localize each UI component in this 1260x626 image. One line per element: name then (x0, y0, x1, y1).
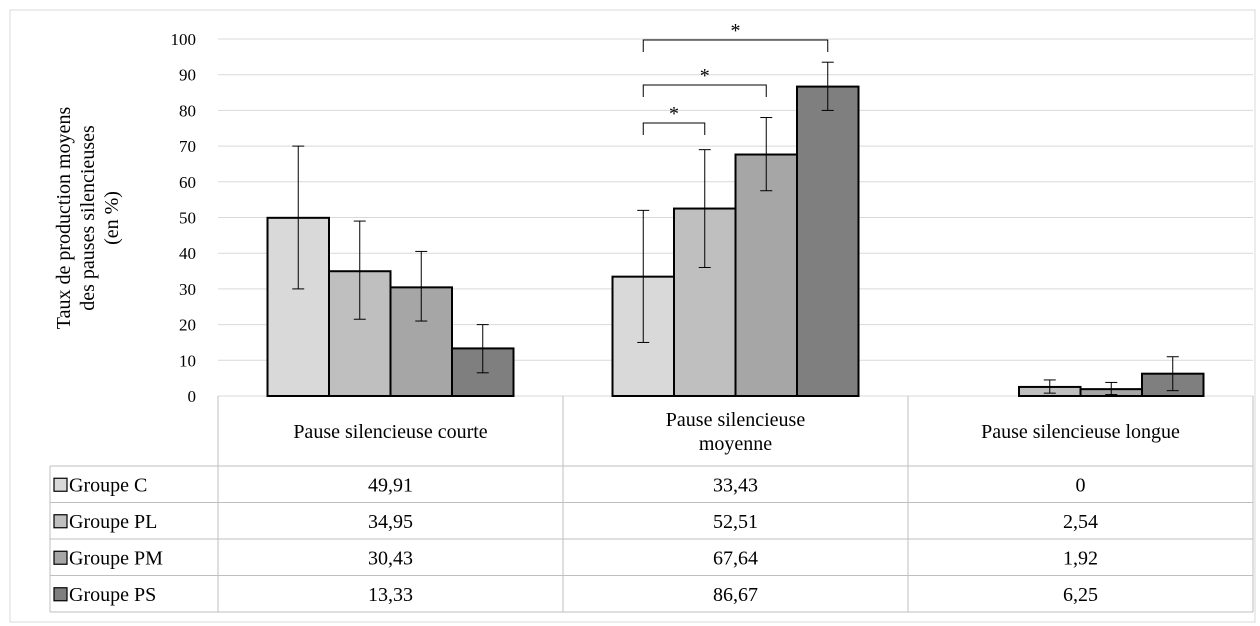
significance-bracket (642, 84, 767, 97)
data-label: 2,54 (1063, 511, 1098, 533)
data-label: 49,91 (368, 474, 413, 496)
error-bars (292, 61, 1179, 396)
y-tick-label: 40 (179, 244, 196, 263)
legend-label: Groupe PL (69, 511, 157, 533)
category-label: moyenne (699, 433, 772, 455)
data-label: 34,95 (368, 511, 413, 533)
significance-star: * (700, 65, 710, 87)
data-label: 30,43 (368, 547, 413, 569)
significance-annotations: * * * (642, 20, 829, 135)
data-table: Pause silencieuse courte Pause silencieus… (49, 396, 1254, 613)
category-label: Pause silencieuse (666, 409, 806, 431)
y-tick-label: 80 (179, 101, 196, 120)
data-label: 0 (1076, 474, 1086, 496)
data-label: 6,25 (1063, 584, 1098, 606)
y-axis-label-line: (en %) (101, 191, 123, 245)
y-axis-label: Taux de production moyens des pauses sile… (53, 107, 123, 330)
y-axis-label-line: Taux de production moyens (53, 107, 75, 330)
legend-label: Groupe PS (69, 584, 156, 606)
significance-bracket (642, 122, 706, 135)
data-label: 86,67 (713, 584, 758, 606)
y-axis-label-line: des pauses silencieuses (77, 125, 99, 311)
legend-swatch (53, 587, 68, 602)
category-label: Pause silencieuse longue (981, 421, 1180, 443)
y-tick-label: 90 (179, 66, 196, 85)
bars (266, 85, 1205, 398)
y-tick-label: 30 (179, 280, 196, 299)
y-tick-label: 0 (188, 387, 197, 406)
y-axis-ticks: 0 10 20 30 40 50 60 70 80 90 100 (171, 30, 197, 406)
y-tick-label: 70 (179, 137, 196, 156)
data-label: 33,43 (713, 474, 758, 496)
y-tick-label: 100 (171, 30, 197, 49)
data-label: 52,51 (713, 511, 758, 533)
category-label: Pause silencieuse courte (293, 421, 487, 443)
data-label: 67,64 (713, 547, 758, 569)
legend-swatch (53, 514, 68, 529)
legend-label: Groupe C (69, 474, 147, 496)
y-tick-label: 10 (179, 351, 196, 370)
legend-swatch (53, 477, 68, 492)
significance-star: * (669, 103, 679, 125)
y-tick-label: 50 (179, 209, 196, 228)
data-label: 13,33 (368, 584, 413, 606)
legend-swatch (53, 550, 68, 565)
significance-star: * (731, 20, 741, 42)
data-label: 1,92 (1063, 547, 1098, 569)
bar-groupe-ps (796, 85, 860, 397)
y-tick-label: 20 (179, 316, 196, 335)
y-tick-label: 60 (179, 173, 196, 192)
significance-bracket (642, 39, 829, 52)
legend-label: Groupe PM (69, 547, 163, 569)
